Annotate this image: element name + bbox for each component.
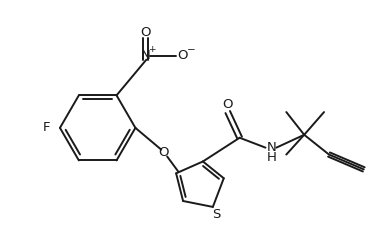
Text: H: H: [266, 151, 276, 164]
Text: O: O: [158, 146, 169, 159]
Text: F: F: [42, 121, 50, 134]
Text: −: −: [187, 45, 195, 55]
Text: S: S: [212, 208, 220, 221]
Text: O: O: [140, 26, 151, 39]
Text: +: +: [149, 45, 156, 54]
Text: N: N: [266, 141, 276, 154]
Text: O: O: [222, 98, 233, 111]
Text: O: O: [177, 49, 187, 62]
Text: N: N: [141, 49, 150, 62]
